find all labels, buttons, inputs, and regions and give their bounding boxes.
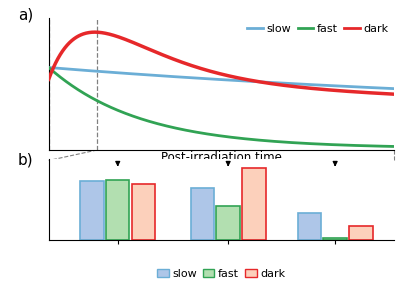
Bar — [132, 184, 155, 240]
Legend: slow, fast, dark: slow, fast, dark — [153, 264, 289, 283]
Bar — [323, 238, 346, 240]
Bar — [106, 180, 129, 240]
Text: a): a) — [18, 8, 33, 22]
Text: b): b) — [18, 152, 33, 167]
Legend: slow, fast, dark: slow, fast, dark — [247, 24, 387, 34]
Bar — [190, 188, 213, 240]
X-axis label: Post-irradiation time: Post-irradiation time — [160, 152, 281, 164]
Bar — [80, 181, 103, 240]
Bar — [216, 206, 239, 240]
Bar — [297, 212, 320, 240]
Bar — [348, 226, 372, 240]
Bar — [242, 168, 265, 240]
